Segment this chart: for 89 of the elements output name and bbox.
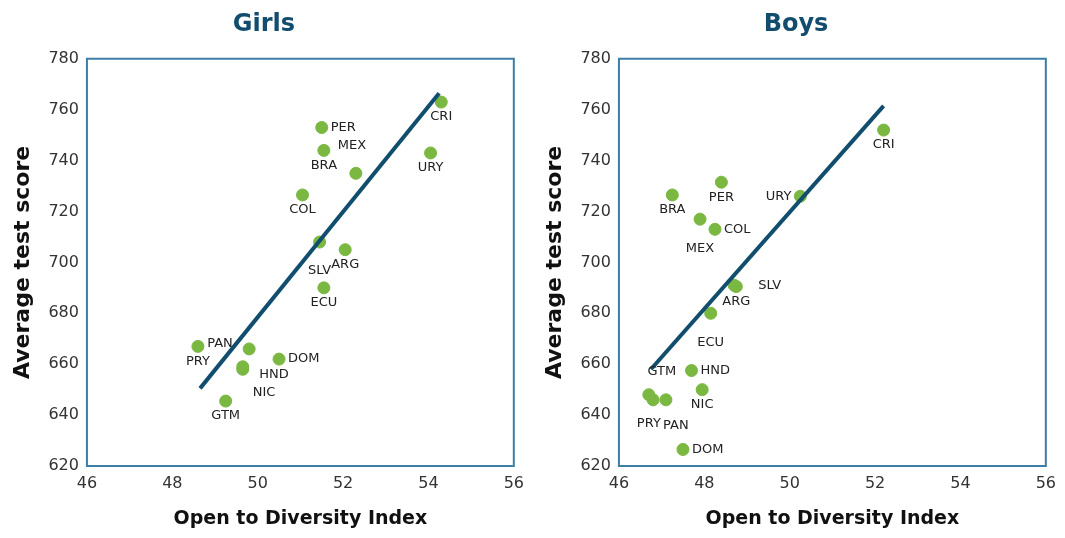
- y-axis-title: Average test score: [540, 145, 566, 380]
- x-tick-label: 54: [418, 472, 439, 492]
- x-tick-label: 52: [332, 472, 354, 492]
- x-tick-label: 54: [950, 472, 971, 492]
- point: [877, 123, 891, 137]
- x-tick-label: 48: [162, 472, 183, 492]
- annotation: SLV: [758, 276, 782, 292]
- annotation: DOM: [288, 350, 320, 366]
- point: [665, 188, 679, 202]
- point: [659, 393, 673, 407]
- x-tick-label: 46: [608, 472, 630, 492]
- annotation: MEX: [337, 136, 367, 152]
- y-tick-label: 640: [580, 404, 611, 424]
- point: [708, 222, 722, 236]
- x-tick-label: 48: [694, 472, 715, 492]
- point: [317, 143, 331, 157]
- annotation: HND: [700, 361, 731, 377]
- y-tick-label: 740: [580, 149, 611, 169]
- y-tick-label: 720: [580, 200, 611, 220]
- y-axis-title: Average test score: [8, 145, 34, 380]
- point: [693, 212, 707, 226]
- annotation: CRI: [872, 136, 895, 152]
- point: [424, 146, 438, 160]
- point: [676, 442, 690, 456]
- annotation: ARG: [722, 292, 751, 308]
- annotation: NIC: [252, 384, 276, 400]
- point: [338, 243, 352, 257]
- y-tick-label: 620: [48, 455, 79, 475]
- annotation: ECU: [310, 294, 338, 310]
- point: [434, 95, 448, 109]
- annotation: PAN: [207, 334, 233, 350]
- annotation: URY: [417, 159, 444, 175]
- annotation: PAN: [663, 417, 689, 433]
- annotation: GTM: [647, 363, 677, 379]
- point: [714, 175, 728, 189]
- y-tick-label: 680: [48, 302, 79, 322]
- x-axis-title: Open to Diversity Index: [705, 505, 960, 528]
- point: [646, 393, 660, 407]
- annotation: ECU: [697, 333, 725, 349]
- point: [349, 166, 363, 180]
- annotation: PRY: [185, 352, 210, 368]
- y-tick-label: 760: [48, 98, 79, 118]
- y-tick-label: 700: [580, 251, 611, 271]
- y-tick-label: 720: [48, 200, 79, 220]
- point: [704, 306, 718, 320]
- annotation: PER: [708, 188, 734, 204]
- chart-title: Girls: [232, 8, 296, 37]
- annotation: ARG: [331, 256, 360, 272]
- annotation: BRA: [659, 201, 686, 217]
- annotation: COL: [289, 201, 317, 217]
- annotation: MEX: [685, 239, 715, 255]
- annotation: DOM: [691, 440, 724, 456]
- x-tick-label: 50: [247, 472, 268, 492]
- point: [685, 364, 699, 378]
- annotation: COL: [723, 220, 752, 236]
- point: [296, 188, 310, 202]
- x-tick-label: 56: [1035, 472, 1056, 492]
- point: [695, 383, 709, 397]
- point: [191, 339, 205, 353]
- point: [219, 394, 233, 408]
- annotation: URY: [765, 187, 792, 203]
- chart-title: Boys: [763, 8, 829, 37]
- y-tick-label: 660: [48, 353, 79, 373]
- annotation: PER: [330, 118, 356, 134]
- y-tick-label: 740: [48, 149, 79, 169]
- annotation: SLV: [308, 262, 332, 278]
- annotation: GTM: [211, 407, 241, 423]
- x-tick-label: 52: [864, 472, 886, 492]
- annotation: PRY: [636, 415, 661, 431]
- point: [272, 352, 286, 366]
- y-tick-label: 780: [48, 47, 79, 67]
- point: [315, 121, 329, 135]
- y-tick-label: 780: [580, 47, 611, 67]
- annotation: BRA: [310, 156, 338, 172]
- annotation: NIC: [690, 396, 714, 412]
- y-tick-label: 620: [580, 455, 611, 475]
- y-tick-label: 760: [580, 98, 611, 118]
- y-tick-label: 680: [580, 302, 611, 322]
- point: [242, 342, 256, 356]
- y-tick-label: 660: [580, 353, 611, 373]
- x-tick-label: 46: [76, 472, 98, 492]
- annotation: HND: [259, 366, 289, 382]
- annotation: CRI: [430, 108, 453, 124]
- x-axis-title: Open to Diversity Index: [173, 505, 428, 528]
- x-tick-label: 50: [779, 472, 800, 492]
- y-tick-label: 640: [48, 404, 79, 424]
- point: [317, 281, 331, 295]
- x-tick-label: 56: [503, 472, 524, 492]
- y-tick-label: 700: [48, 251, 79, 271]
